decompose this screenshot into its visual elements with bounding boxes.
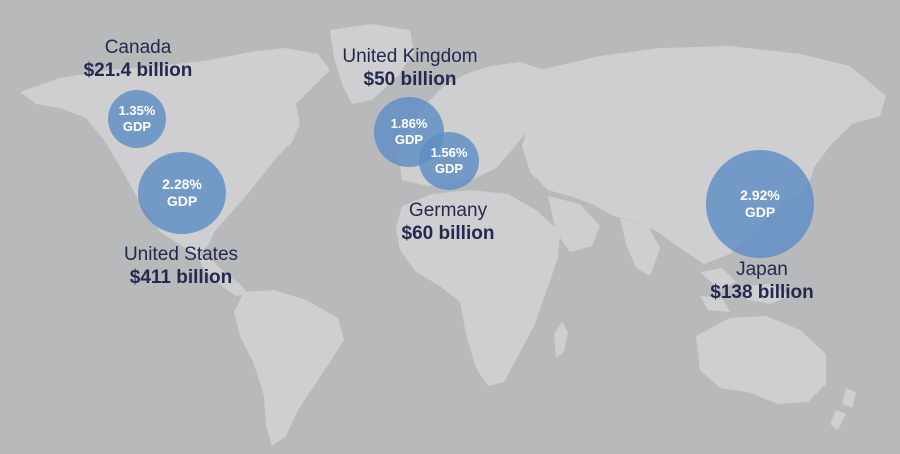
australia-landmass	[696, 316, 826, 404]
united-kingdom-amount: $50 billion	[363, 69, 457, 90]
united-kingdom-name: United Kingdom	[342, 46, 478, 67]
germany-gdp-percent: 1.56%	[430, 145, 468, 160]
united-states-name: United States	[123, 244, 239, 265]
central-america-landmass	[196, 254, 248, 296]
united-states-label: United States $411 billion	[124, 244, 238, 290]
united-kingdom-label: United Kingdom $50 billion	[342, 46, 477, 92]
canada-amount: $21.4 billion	[83, 60, 193, 81]
germany-gdp-bubble: 1.56% GDP	[419, 132, 479, 190]
united-states-gdp-bubble: 2.28% GDP	[138, 152, 226, 234]
japan-gdp-bubble: 2.92% GDP	[706, 150, 814, 258]
canada-label: Canada $21.4 billion	[84, 37, 193, 83]
africa-landmass	[396, 190, 560, 386]
southeast-asia-islands	[700, 268, 790, 312]
germany-label: Germany $60 billion	[402, 200, 495, 246]
united-states-amount: $411 billion	[129, 267, 233, 288]
madagascar-landmass	[554, 322, 568, 358]
new-zealand-landmass	[830, 388, 856, 430]
united-states-gdp-label: GDP	[166, 193, 198, 209]
germany-amount: $60 billion	[401, 223, 495, 244]
united-kingdom-gdp-label: GDP	[394, 132, 424, 147]
japan-gdp-label: GDP	[744, 204, 776, 220]
united-kingdom-gdp-percent: 1.86%	[390, 116, 428, 131]
canada-name: Canada	[104, 37, 172, 58]
germany-name: Germany	[408, 200, 488, 221]
germany-gdp-label: GDP	[434, 161, 464, 176]
japan-label: Japan $138 billion	[710, 259, 813, 305]
canada-gdp-bubble: 1.35% GDP	[108, 90, 166, 148]
greenland-landmass	[330, 24, 414, 104]
canada-gdp-label: GDP	[122, 119, 152, 134]
canada-gdp-percent: 1.35%	[118, 103, 156, 118]
united-states-gdp-percent: 2.28%	[162, 176, 202, 192]
south-asia-landmass	[548, 196, 660, 276]
japan-amount: $138 billion	[710, 282, 814, 303]
japan-name: Japan	[736, 259, 788, 280]
north-america-landmass	[20, 48, 330, 254]
asia-landmass	[522, 46, 886, 264]
japan-gdp-percent: 2.92%	[740, 187, 780, 203]
south-america-landmass	[234, 290, 344, 446]
